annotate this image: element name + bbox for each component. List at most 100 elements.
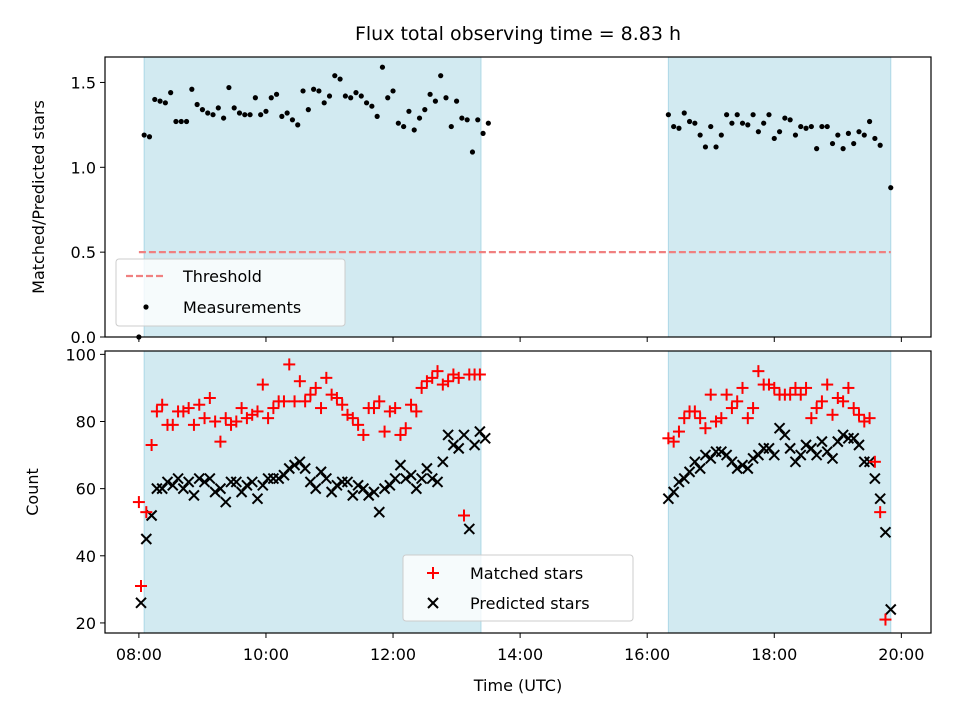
- predicted-star-point: [378, 482, 391, 495]
- measurement-point: [808, 123, 814, 130]
- matched-star-point: [330, 392, 343, 404]
- measurement-point: [183, 118, 190, 125]
- measurement-point: [332, 73, 338, 79]
- predicted-star-point: [667, 486, 680, 498]
- matched-star-point: [800, 381, 813, 394]
- matched-star-point: [879, 613, 892, 626]
- measurement-point: [258, 112, 264, 118]
- predicted-star-point: [241, 479, 253, 491]
- measurement-point: [729, 120, 735, 126]
- measurement-point: [861, 132, 867, 138]
- measurement-point: [448, 123, 454, 130]
- measurement-point: [252, 95, 258, 101]
- matched-star-point: [810, 402, 823, 415]
- measurement-point: [363, 100, 370, 106]
- matched-star-point: [442, 375, 455, 388]
- matched-star-point: [720, 388, 733, 401]
- legend-predicted-swatch: [427, 597, 439, 609]
- bottom-x-ticks: 08:00 10:00 12:00 14:00 16:00 18:00 20:00: [116, 633, 924, 664]
- predicted-star-point: [800, 439, 812, 451]
- matched-star-point: [815, 395, 828, 408]
- x-tick-label: 08:00: [116, 645, 162, 664]
- matched-star-point: [235, 402, 248, 415]
- chart-title: Flux total observing time = 8.83 h: [355, 23, 681, 45]
- top-legend: Threshold Measurements: [115, 258, 346, 327]
- measurement-point: [215, 105, 221, 111]
- measurement-point: [194, 101, 200, 108]
- measurement-point: [395, 120, 401, 126]
- measurement-point: [178, 118, 184, 125]
- predicted-star-point: [331, 479, 343, 491]
- predicted-star-point: [325, 486, 338, 498]
- matched-star-point: [457, 509, 470, 522]
- measurement-point: [734, 112, 740, 118]
- predicted-star-point: [879, 526, 892, 538]
- matched-star-point: [145, 439, 158, 451]
- predicted-star-point: [742, 462, 754, 475]
- matched-star-point: [741, 412, 754, 425]
- predicted-star-point: [235, 486, 248, 498]
- predicted-star-point: [837, 429, 849, 441]
- measurement-point: [289, 117, 296, 123]
- top-axes-frame: [104, 56, 932, 338]
- predicted-star-point: [389, 472, 401, 485]
- predicted-star-point: [705, 452, 717, 465]
- matched-star-point: [346, 412, 359, 425]
- measurement-point: [168, 90, 174, 96]
- panel-counts: 20 40 60 80 100 08:00 10:00 12:00 14:00 16:00 18:…: [23, 345, 932, 695]
- matched-star-point: [826, 408, 839, 421]
- measurement-point: [438, 73, 444, 79]
- measurement-point: [814, 146, 820, 152]
- measurement-point: [872, 135, 878, 142]
- measurement-point: [300, 88, 306, 94]
- predicted-star-point: [283, 462, 295, 475]
- matched-star-point: [426, 371, 439, 384]
- top-y-ticks: 0.0 0.5 1.0 1.5: [71, 73, 105, 347]
- measurement-point: [358, 93, 364, 99]
- matched-star-point: [789, 381, 802, 394]
- legend-measurements-swatch: [143, 304, 149, 310]
- predicted-star-point: [140, 533, 153, 545]
- legend-measurements-label: Measurements: [183, 298, 301, 317]
- matched-star-point: [293, 375, 306, 388]
- measurement-point: [686, 118, 693, 125]
- legend-predicted-label: Predicted stars: [470, 594, 590, 613]
- predicted-star-point: [795, 449, 807, 461]
- matched-star-point: [209, 415, 222, 428]
- x-tick-label: 18:00: [751, 645, 797, 664]
- predicted-star-point: [715, 446, 728, 458]
- predicted-star-point: [230, 476, 243, 488]
- predicted-star-point: [172, 472, 184, 485]
- matched-star-point: [309, 381, 322, 394]
- matched-star-point: [315, 402, 328, 415]
- measurement-point: [803, 125, 809, 131]
- predicted-star-point: [821, 446, 833, 458]
- matched-star-point: [868, 455, 881, 468]
- predicted-star-point: [182, 476, 195, 488]
- measurement-point: [713, 144, 719, 150]
- predicted-star-point: [204, 472, 216, 485]
- measurement-point: [665, 112, 671, 118]
- predicted-star-point: [347, 489, 359, 502]
- measurement-point: [453, 98, 460, 104]
- matched-star-point: [768, 381, 781, 394]
- matched-star-point: [805, 412, 818, 425]
- predicted-star-point: [394, 459, 407, 471]
- measurement-point: [443, 95, 449, 101]
- matched-star-point: [431, 365, 444, 378]
- measurement-point: [401, 123, 407, 130]
- bottom-legend: Matched stars Predicted stars: [402, 554, 634, 622]
- measurement-point: [845, 130, 852, 136]
- measurement-point: [761, 120, 767, 126]
- predicted-star-point: [214, 482, 227, 495]
- predicted-star-point: [304, 476, 317, 488]
- matched-star-point: [193, 398, 206, 411]
- matched-star-point: [752, 365, 765, 378]
- measurement-point: [321, 100, 327, 106]
- measurement-point: [210, 112, 216, 118]
- measurement-point: [152, 96, 158, 103]
- matched-star-point: [256, 378, 269, 391]
- predicted-star-point: [678, 472, 690, 485]
- predicted-star-point: [474, 425, 486, 438]
- measurement-point: [268, 95, 274, 101]
